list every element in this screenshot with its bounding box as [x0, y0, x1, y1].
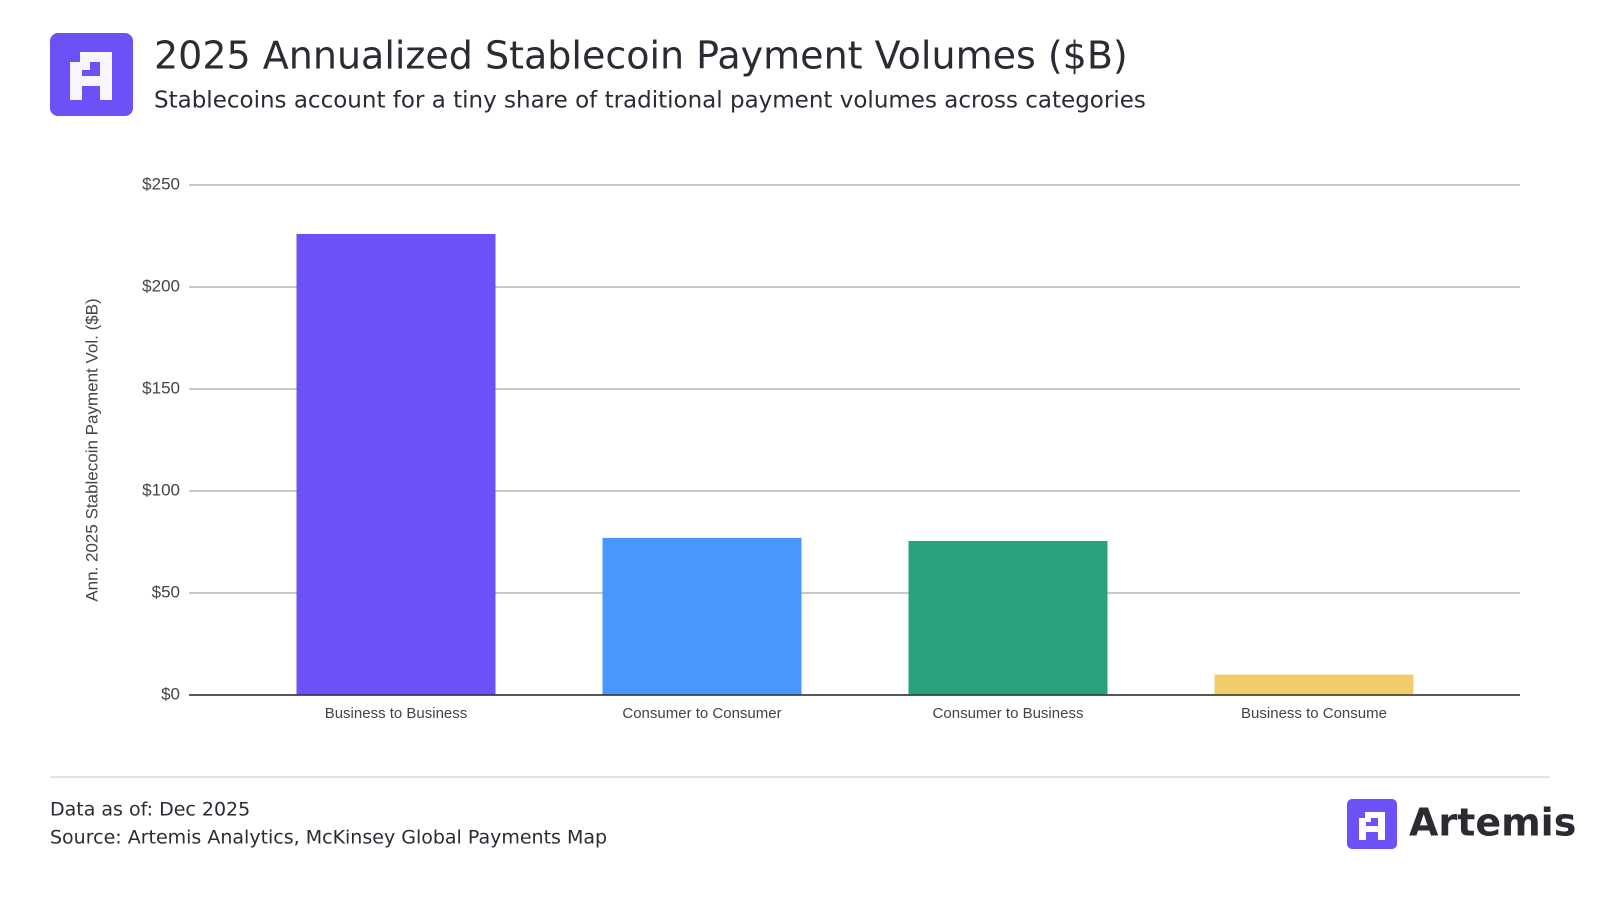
y-tick-label: $50 — [152, 582, 180, 601]
bar — [602, 537, 802, 695]
x-tick-label: Consumer to Consumer — [622, 705, 781, 722]
y-tick-label: $200 — [142, 276, 180, 295]
chart-title: 2025 Annualized Stablecoin Payment Volum… — [154, 34, 1128, 78]
bar — [1214, 674, 1414, 695]
x-tick-label: Business to Consume — [1241, 705, 1387, 722]
y-tick-label: $0 — [161, 684, 180, 703]
brand-name: Artemis — [1409, 801, 1576, 845]
bar — [908, 540, 1108, 695]
y-tick-label: $250 — [142, 174, 180, 193]
chart-subtitle: Stablecoins account for a tiny share of … — [154, 88, 1146, 114]
y-axis-title: Ann. 2025 Stablecoin Payment Vol. ($B) — [82, 298, 101, 601]
y-tick-label: $100 — [142, 480, 180, 499]
x-tick-label: Consumer to Business — [933, 705, 1084, 722]
brand-logo — [1347, 799, 1397, 849]
logo — [50, 33, 133, 116]
y-tick-label: $150 — [142, 378, 180, 397]
footer-source: Source: Artemis Analytics, McKinsey Glob… — [50, 827, 607, 849]
x-tick-label: Business to Business — [325, 705, 468, 722]
bar — [296, 233, 496, 695]
footer-date: Data as of: Dec 2025 — [50, 799, 250, 821]
